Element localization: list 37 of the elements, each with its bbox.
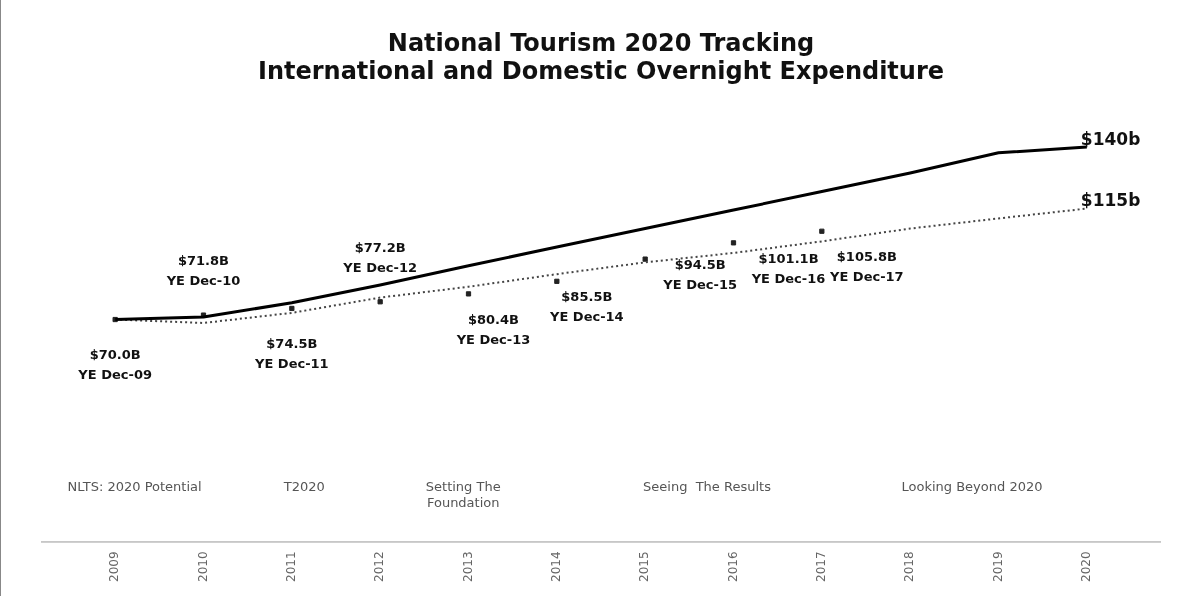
point: [554, 278, 560, 284]
text: Seeing The Results: [643, 479, 772, 495]
x-tick-label: 2011: [283, 551, 298, 583]
text: Looking Beyond 2020: [901, 479, 1043, 495]
text: Setting The Foundation: [425, 479, 501, 511]
x-tick-label: 2014: [548, 551, 563, 583]
point: [730, 240, 737, 246]
chart-title: National Tourism 2020 Tracking: [387, 28, 815, 57]
x-tick-label: 2009: [107, 551, 122, 583]
data-label: $74.5B YE Dec-11: [254, 336, 329, 372]
x-tick-label: 2010: [195, 551, 210, 583]
x-tick-label: 2018: [902, 551, 917, 583]
point: [642, 256, 648, 262]
data-label: $71.8B YE Dec-10: [165, 252, 241, 288]
x-tick-label: 2019: [990, 551, 1005, 583]
x-tick-label: 2016: [725, 551, 740, 583]
data-label: $105.8B YE Dec-17: [829, 249, 904, 285]
data-label: $140b: [1080, 128, 1141, 149]
x-tick-label: 2013: [460, 551, 475, 583]
data-label: $80.4B YE Dec-13: [455, 311, 531, 347]
point: [377, 299, 383, 305]
data-label: $85.5B YE Dec-14: [549, 289, 624, 325]
point: [819, 228, 825, 234]
data-label: $77.2B YE Dec-12: [342, 239, 417, 275]
x-tick-label: 2020: [1078, 551, 1093, 583]
chart-subtitle: International and Domestic Overnight Expenditure: [257, 57, 945, 86]
point: [465, 291, 472, 297]
point: [289, 305, 295, 312]
data-label: $70.0B YE Dec-09: [77, 347, 152, 383]
x-tick-label: 2015: [637, 551, 652, 583]
text: NLTS: 2020 Potential: [67, 479, 202, 495]
text: T2020: [282, 479, 325, 495]
x-tick-label: 2017: [813, 551, 828, 583]
data-label: $115b: [1080, 190, 1141, 211]
data-label: $101.1B YE Dec-16: [750, 250, 826, 286]
x-tick-label: 2012: [372, 551, 387, 583]
data-label: $94.5B YE Dec-15: [662, 256, 737, 292]
